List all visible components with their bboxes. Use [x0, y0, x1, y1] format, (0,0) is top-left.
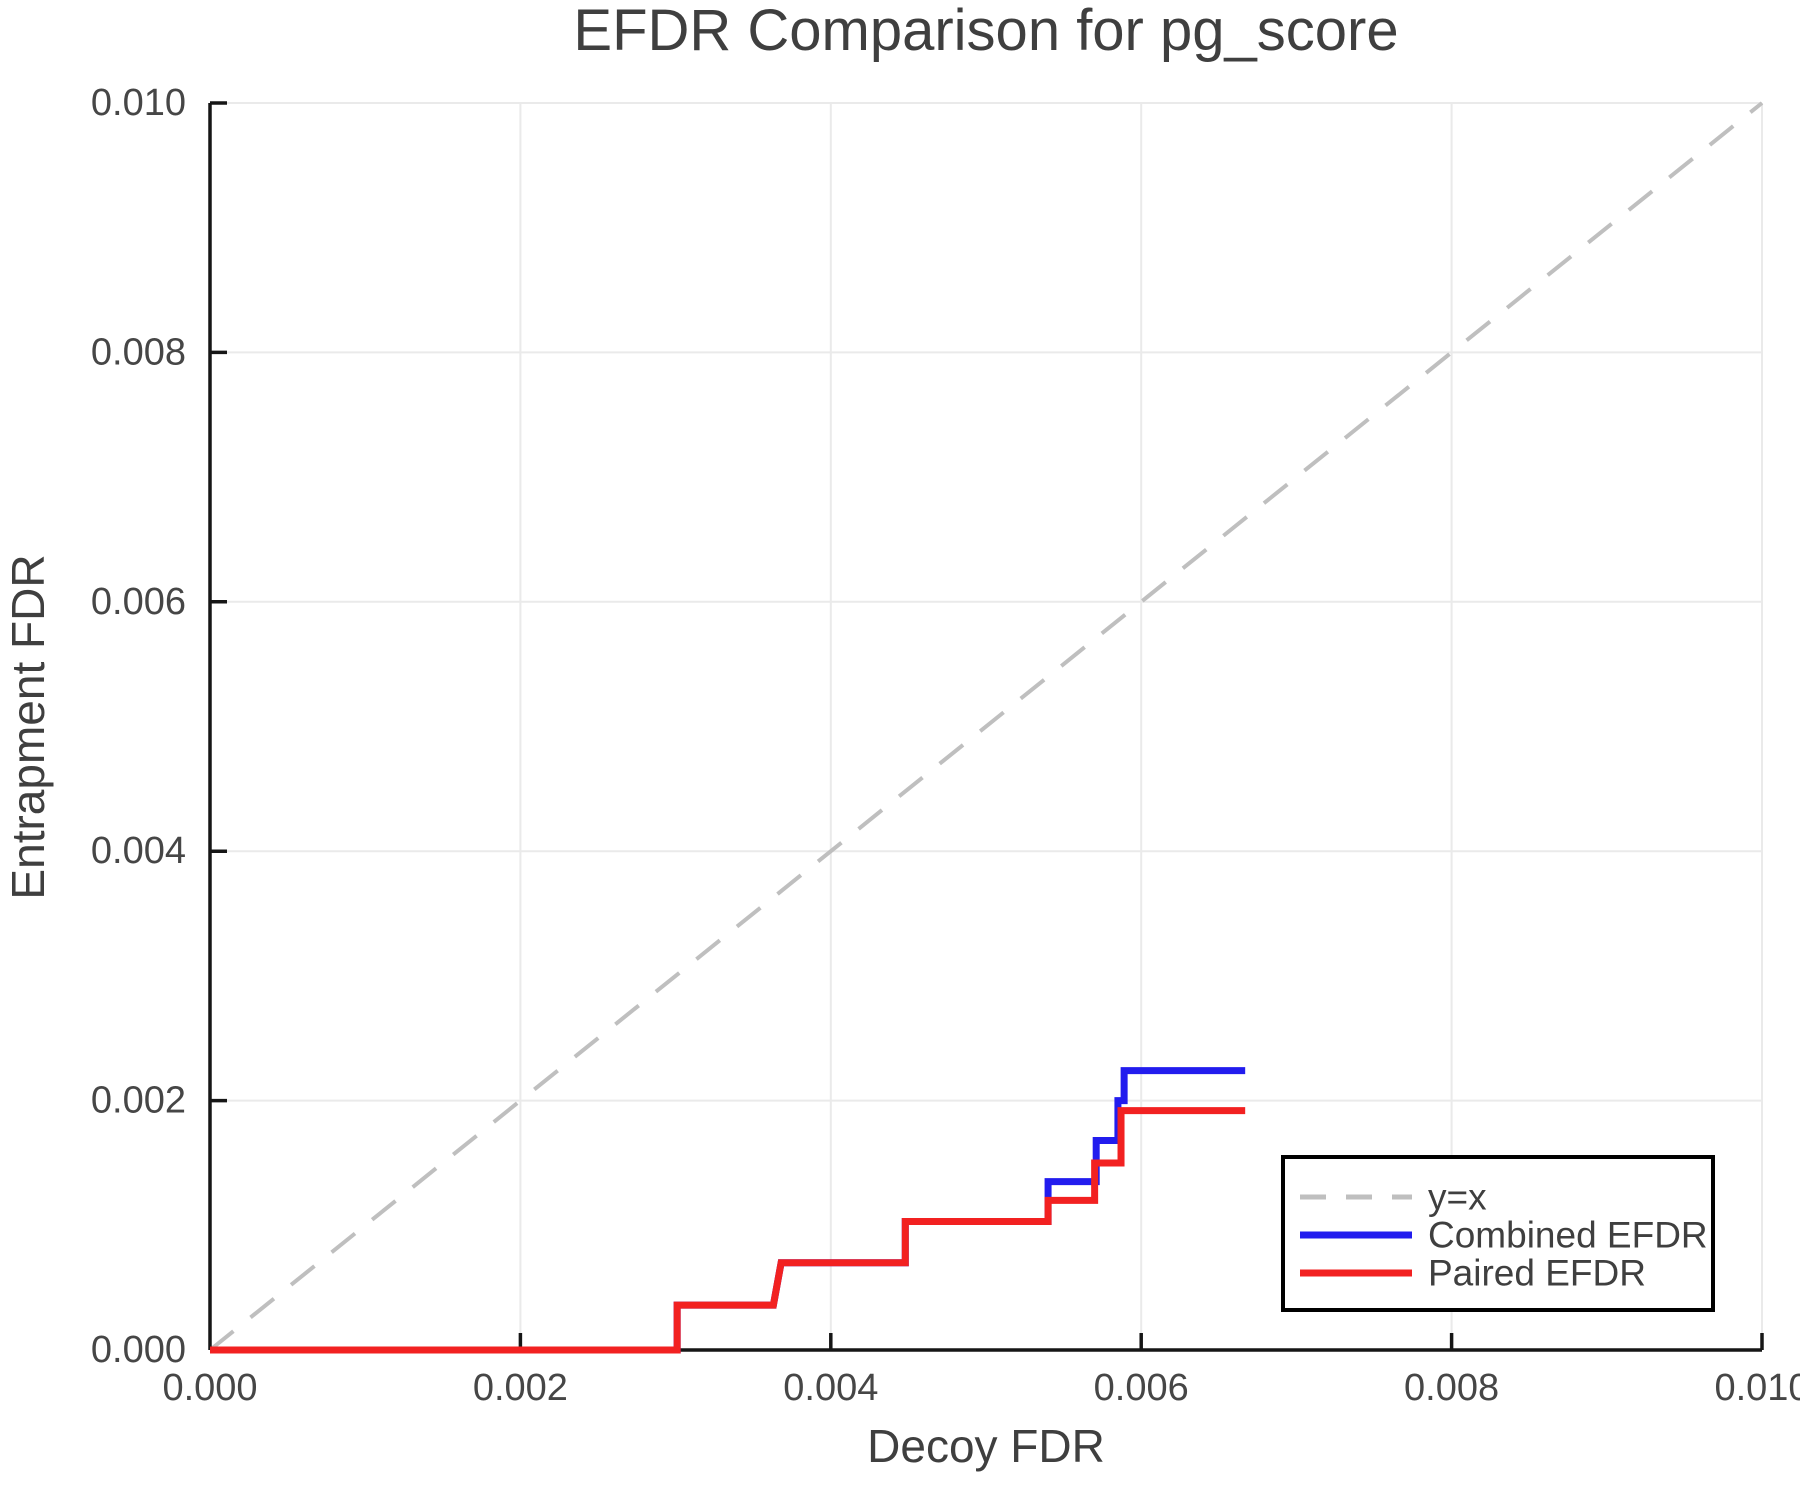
identity-line — [208, 101, 1764, 1352]
paired-efdr-line — [210, 1107, 1246, 1354]
legend-label-identity: y=x — [1428, 1177, 1487, 1218]
y-tick-label: 0.004 — [91, 830, 186, 872]
y-tick-label: 0.010 — [91, 82, 186, 124]
legend-label-paired: Paired EFDR — [1428, 1253, 1646, 1294]
x-tick-label: 0.010 — [1714, 1367, 1800, 1409]
y-tick-label: 0.000 — [91, 1329, 186, 1371]
tick-labels: 0.000 0.002 0.004 0.006 0.008 0.010 0.000 0.002… — [91, 82, 1800, 1409]
legend-label-combined: Combined EFDR — [1428, 1215, 1708, 1256]
x-tick-label: 0.004 — [783, 1367, 878, 1409]
y-tick-label: 0.006 — [91, 581, 186, 623]
y-axis-label: Entrapment FDR — [2, 554, 54, 899]
legend: y=x Combined EFDR Paired EFDR — [1281, 1155, 1715, 1312]
x-tick-label: 0.008 — [1404, 1367, 1499, 1409]
chart-title: EFDR Comparison for pg_score — [573, 0, 1398, 63]
y-tick-label: 0.008 — [91, 331, 186, 373]
x-axis-label: Decoy FDR — [867, 1420, 1105, 1472]
series-lines — [210, 1067, 1246, 1354]
gridlines — [210, 102, 1763, 1350]
x-tick-label: 0.002 — [473, 1367, 568, 1409]
x-tick-label: 0.000 — [162, 1367, 257, 1409]
y-tick-label: 0.002 — [91, 1080, 186, 1122]
x-tick-label: 0.006 — [1094, 1367, 1189, 1409]
